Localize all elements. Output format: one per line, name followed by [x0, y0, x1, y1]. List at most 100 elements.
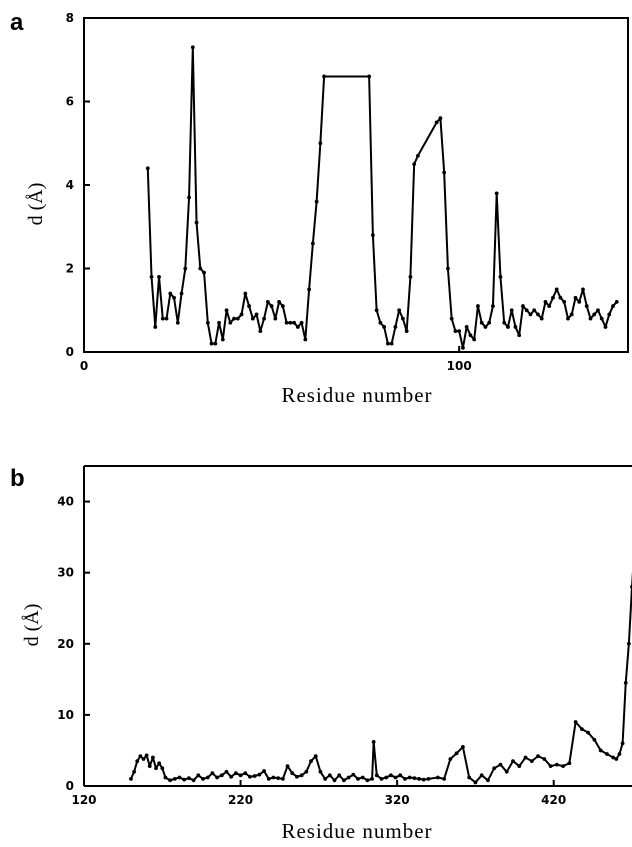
- x-tick-label: 220: [228, 793, 253, 807]
- data-point: [284, 320, 289, 325]
- y-tick-label: 0: [66, 345, 74, 359]
- data-point: [262, 769, 266, 773]
- data-point: [168, 778, 173, 783]
- data-point: [573, 295, 578, 300]
- data-point: [412, 776, 417, 781]
- data-point: [524, 308, 529, 313]
- data-point: [498, 274, 503, 279]
- data-point: [400, 316, 405, 321]
- data-point: [461, 345, 465, 350]
- data-point: [434, 120, 439, 125]
- data-point: [388, 773, 393, 778]
- data-point: [205, 775, 210, 780]
- data-point: [479, 320, 484, 325]
- data-point: [435, 775, 440, 780]
- data-point: [384, 775, 389, 780]
- data-point: [196, 773, 201, 778]
- data-point: [187, 776, 191, 781]
- data-point: [408, 274, 413, 279]
- data-point: [623, 680, 628, 685]
- data-point: [273, 316, 278, 321]
- data-point: [129, 776, 133, 781]
- data-point: [542, 757, 547, 761]
- data-point: [584, 304, 589, 308]
- data-point: [346, 775, 351, 780]
- data-point: [389, 341, 394, 346]
- data-point: [371, 740, 376, 744]
- x-tick-label: 420: [541, 793, 566, 807]
- data-point: [397, 308, 402, 313]
- data-point: [233, 771, 238, 776]
- data-point: [258, 329, 263, 334]
- data-point: [404, 329, 409, 334]
- data-point: [605, 752, 609, 756]
- panel-b: b d (Å) Residue number 0 10 20 30 40 120 220 32…: [10, 465, 632, 843]
- data-point: [292, 320, 296, 325]
- data-point: [356, 776, 360, 781]
- data-point: [566, 316, 570, 321]
- data-point: [468, 333, 473, 338]
- data-point: [322, 74, 327, 79]
- data-point: [342, 778, 346, 783]
- data-point: [351, 772, 356, 777]
- data-point: [517, 333, 522, 338]
- data-point: [561, 764, 566, 768]
- data-point: [521, 304, 525, 308]
- data-point: [224, 769, 229, 774]
- data-point: [617, 752, 622, 756]
- data-point: [547, 304, 552, 308]
- data-point: [494, 191, 499, 196]
- data-point: [172, 295, 176, 300]
- data-point: [190, 45, 195, 50]
- panel-a: a d (Å) Residue number 0 2 4 6 8 0 100: [10, 9, 629, 407]
- data-point: [416, 153, 420, 158]
- data-point: [150, 755, 155, 760]
- data-point: [228, 320, 233, 325]
- series-line: [130, 570, 632, 784]
- data-point: [457, 329, 462, 334]
- data-point: [360, 775, 365, 780]
- data-point: [299, 320, 304, 325]
- data-point: [295, 774, 299, 779]
- y-tick-label: 20: [57, 637, 74, 651]
- data-point: [304, 769, 309, 774]
- data-point: [209, 341, 214, 346]
- data-point: [217, 320, 221, 325]
- data-point: [314, 199, 319, 204]
- data-point: [220, 337, 225, 342]
- data-point: [154, 766, 158, 771]
- data-point: [453, 329, 458, 334]
- data-point: [378, 320, 383, 325]
- data-point: [483, 325, 488, 329]
- data-point: [479, 773, 484, 778]
- data-point: [523, 755, 528, 760]
- data-point: [502, 320, 507, 325]
- data-point: [147, 764, 152, 768]
- data-point: [509, 308, 514, 313]
- data-point: [558, 295, 563, 300]
- data-point: [442, 170, 447, 175]
- data-point: [175, 320, 180, 325]
- data-point: [486, 778, 490, 783]
- data-point: [285, 764, 290, 768]
- data-point: [271, 775, 276, 780]
- data-point: [202, 270, 206, 275]
- data-point: [421, 777, 426, 782]
- data-point: [288, 320, 293, 325]
- y-tick-label: 8: [66, 11, 74, 25]
- data-point: [626, 641, 631, 646]
- data-point: [442, 776, 447, 781]
- data-point: [163, 775, 168, 780]
- data-point: [198, 266, 203, 271]
- data-point: [141, 757, 146, 761]
- y-tick-label: 6: [66, 95, 74, 109]
- data-point: [374, 773, 379, 778]
- data-point: [266, 776, 271, 781]
- data-point: [592, 737, 597, 742]
- data-point: [567, 761, 572, 766]
- data-point: [603, 325, 608, 329]
- data-point: [586, 730, 591, 735]
- data-point: [177, 775, 182, 780]
- data-point: [539, 316, 544, 321]
